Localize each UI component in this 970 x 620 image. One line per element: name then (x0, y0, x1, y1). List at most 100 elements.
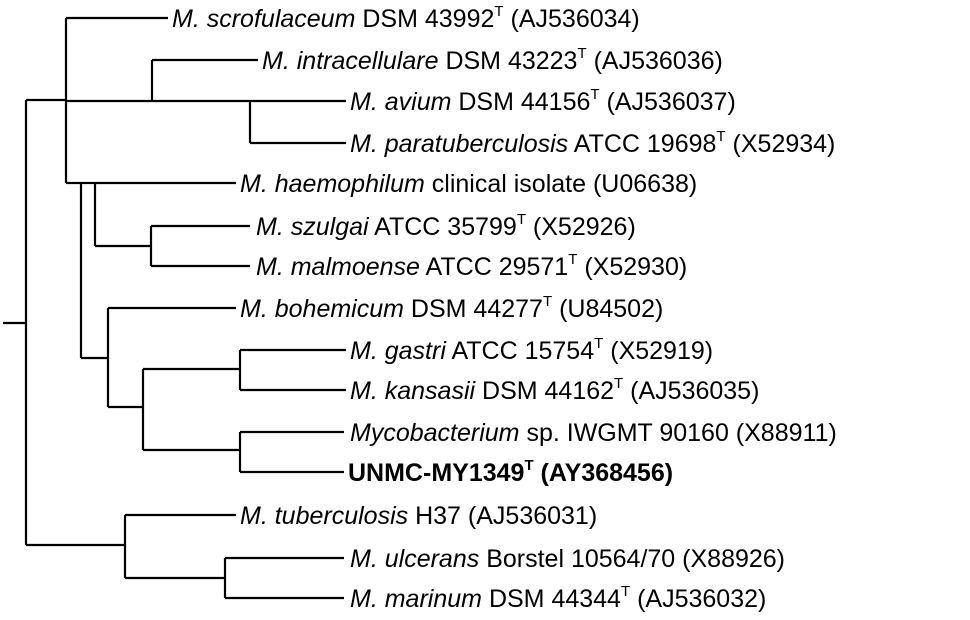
leaf-label-malmoense: M. malmoense ATCC 29571T (X52930) (256, 251, 687, 281)
leaf-label-ulcerans: M. ulcerans Borstel 10564/70 (X88926) (350, 545, 785, 573)
genus-name: M. (350, 545, 378, 573)
leaf-label-bohemicum: M. bohemicum DSM 44277T (U84502) (240, 293, 663, 323)
type-strain-marker: T (494, 3, 503, 20)
spacer (378, 585, 385, 613)
leaf-label-kansasii: M. kansasii DSM 44162T (AJ536035) (350, 375, 759, 405)
species-name: szulgai (291, 213, 370, 241)
spacer (378, 377, 385, 405)
strain-name: UNMC-MY1349 (348, 459, 524, 487)
type-strain-marker: T (517, 211, 526, 228)
strain-name: DSM 44277 (411, 295, 543, 323)
genus-name: M. (350, 377, 378, 405)
spacer (200, 5, 207, 33)
spacer (475, 377, 482, 405)
species-name: paratuberculosis (384, 130, 568, 158)
spacer (268, 502, 275, 530)
strain-name: H37 (415, 502, 461, 530)
type-strain-marker: T (594, 335, 603, 352)
spacer (408, 502, 415, 530)
spacer (438, 47, 445, 75)
tree-branches (3, 16, 346, 600)
accession-number: (X88926) (675, 545, 785, 573)
species-name: haemophilum (275, 170, 425, 198)
genus-name: M. (350, 130, 378, 158)
type-strain-marker: T (621, 583, 630, 600)
accession-number: (X52930) (577, 253, 687, 281)
strain-name: clinical isolate (432, 170, 586, 198)
leaf-label-iwgmt: Mycobacterium sp. IWGMT 90160 (X88911) (350, 419, 837, 447)
spacer (479, 545, 486, 573)
type-strain-marker: T (614, 375, 623, 392)
accession-number: (X88911) (729, 419, 837, 447)
genus-name: M. (350, 88, 378, 116)
species-name: bohemicum (275, 295, 404, 323)
spacer (482, 585, 489, 613)
spacer (520, 419, 527, 447)
genus-name: M. (262, 47, 290, 75)
leaf-label-paratuberculosis: M. paratuberculosis ATCC 19698T (X52934) (350, 128, 835, 158)
genus-name: M. (256, 253, 284, 281)
accession-number: (AJ536036) (587, 47, 723, 75)
species-name: ulcerans (385, 545, 480, 573)
accession-number: (AY368456) (534, 459, 673, 487)
accession-number: (AJ536031) (461, 502, 597, 530)
species-name: scrofulaceum (207, 5, 356, 33)
species-name: intracellulare (297, 47, 439, 75)
spacer (451, 88, 458, 116)
strain-name: Borstel 10564/70 (486, 545, 675, 573)
leaf-label-avium: M. avium DSM 44156T (AJ536037) (350, 86, 736, 116)
strain-name: sp. IWGMT 90160 (526, 419, 728, 447)
accession-number: (U84502) (552, 295, 663, 323)
spacer (284, 253, 291, 281)
strain-name: ATCC 29571 (426, 253, 569, 281)
accession-number: (AJ536034) (504, 5, 640, 33)
strain-name: DSM 44162 (482, 377, 614, 405)
species-name: avium (385, 88, 452, 116)
accession-number: (AJ536035) (623, 377, 759, 405)
type-strain-marker: T (543, 293, 552, 310)
strain-name: DSM 43223 (445, 47, 577, 75)
leaf-label-scrofulaceum: M. scrofulaceum DSM 43992T (AJ536034) (172, 3, 640, 33)
accession-number: (AJ536032) (630, 585, 766, 613)
type-strain-marker: T (590, 86, 599, 103)
spacer (378, 545, 385, 573)
accession-number: (AJ536037) (600, 88, 736, 116)
leaf-label-intracellulare: M. intracellulare DSM 43223T (AJ536036) (262, 45, 723, 75)
strain-name: DSM 43992 (362, 5, 494, 33)
leaf-label-szulgai: M. szulgai ATCC 35799T (X52926) (256, 211, 636, 241)
strain-name: DSM 44344 (489, 585, 621, 613)
species-name: malmoense (291, 253, 420, 281)
genus-name: M. (172, 5, 200, 33)
strain-name: ATCC 15754 (451, 337, 594, 365)
type-strain-marker: T (716, 128, 725, 145)
genus-name: M. (350, 337, 378, 365)
spacer (404, 295, 411, 323)
spacer (268, 170, 275, 198)
genus-name: M. (240, 295, 268, 323)
spacer (378, 337, 385, 365)
spacer (290, 47, 297, 75)
species-name: tuberculosis (275, 502, 408, 530)
genus-name: M. (240, 502, 268, 530)
leaf-label-unmc: UNMC-MY1349T (AY368456) (348, 457, 673, 487)
type-strain-marker: T (568, 251, 577, 268)
spacer (284, 213, 291, 241)
leaf-label-marinum: M. marinum DSM 44344T (AJ536032) (350, 583, 766, 613)
genus-name: M. (256, 213, 284, 241)
species-name: gastri (385, 337, 448, 365)
genus-name: M. (240, 170, 268, 198)
genus-name: M. (350, 585, 378, 613)
leaf-label-gastri: M. gastri ATCC 15754T (X52919) (350, 335, 713, 365)
species-name: kansasii (385, 377, 477, 405)
accession-number: (X52926) (526, 213, 636, 241)
spacer (355, 5, 362, 33)
species-name: marinum (385, 585, 482, 613)
leaf-label-haemophilum: M. haemophilum clinical isolate (U06638) (240, 170, 697, 198)
type-strain-marker: T (524, 457, 533, 474)
accession-number: (X52934) (726, 130, 836, 158)
accession-number: (X52919) (603, 337, 713, 365)
strain-name: ATCC 19698 (574, 130, 717, 158)
type-strain-marker: T (577, 45, 586, 62)
strain-name: DSM 44156 (458, 88, 590, 116)
